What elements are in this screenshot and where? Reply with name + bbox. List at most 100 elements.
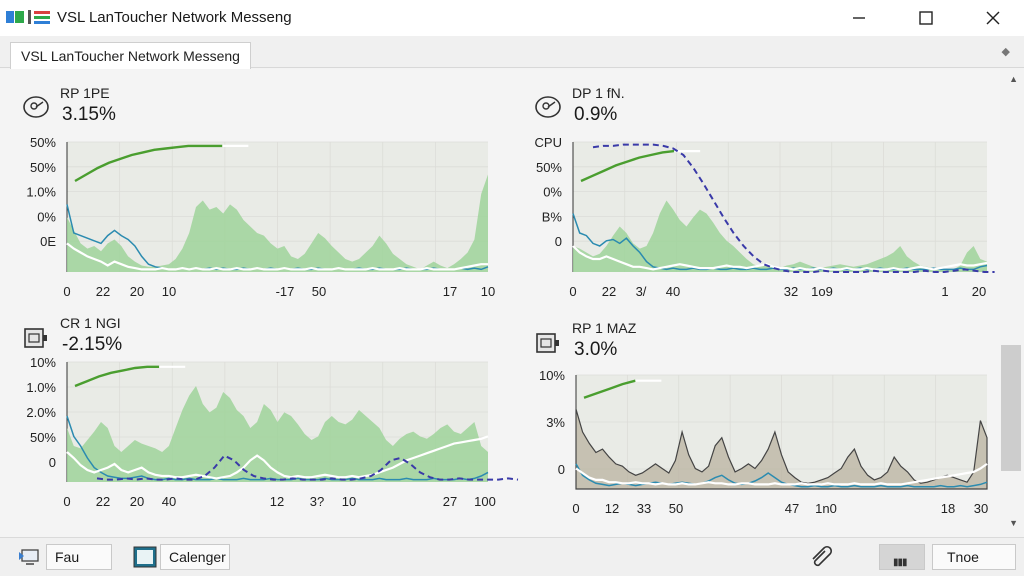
x-tick-label: 0 [63,284,70,299]
usage-chart: 10% 3% 0 0 12 33 50 47 1n0 18 30 [539,368,988,516]
x-tick-label: 0 [63,494,70,509]
status-bar: Fau Calenger ▮▮▮ Tnoe [0,537,1024,576]
minimize-icon [853,17,865,19]
dashed-line-series [96,454,519,481]
x-tick-label: 0 [572,501,579,516]
tnoe-button[interactable]: Tnoe [932,544,1016,570]
x-tick-label: 33 [637,501,651,516]
white-line-series [66,435,489,480]
y-tick-label: B% [542,209,563,224]
white-line-series [66,242,488,271]
x-tick-label: 100 [474,494,496,509]
minimize-button[interactable] [836,0,882,36]
x-tick-label: 27 [443,494,457,509]
x-tick-label: 20 [130,284,144,299]
x-tick-label: 50 [669,501,683,516]
green-line-series [74,365,160,388]
green-line-series [74,144,223,183]
panel-value: 3.0% [574,339,618,360]
panel-value: -2.15% [62,334,123,355]
tab-main[interactable]: VSL LanToucher Network Messeng [10,42,251,69]
calendar-icon [133,546,157,568]
x-tick-label: 22 [96,494,110,509]
white-line-series [575,462,988,486]
green-area-series [67,174,488,272]
x-tick-label: 0 [569,284,576,299]
x-tick-label: 10 [342,494,356,509]
x-tick-label: 3? [310,494,324,509]
panel-value: 3.15% [62,104,116,125]
panel-value: 0.9% [574,104,618,125]
scrollbar-thumb[interactable] [1001,345,1021,471]
green-line-series [583,379,636,399]
green-area-series [573,200,987,272]
white-line-series [572,245,988,271]
x-tick-label: 17 [443,284,457,299]
y-tick-label: 2.0% [26,405,56,420]
window-title: VSL LanToucher Network Messeng [57,9,292,26]
app-logo-icon [6,10,50,24]
x-tick-label: 22 [96,284,110,299]
x-tick-label: 22 [602,284,616,299]
x-tick-label: 40 [162,494,176,509]
gauge-icon [23,96,49,118]
scroll-down-icon[interactable]: ▼ [1009,518,1018,528]
x-tick-label: 10 [162,284,176,299]
tab-strip: VSL LanToucher Network Messeng ◆ [0,36,1024,69]
panel-label: RP 1PE [60,85,110,101]
y-tick-label: 0% [37,209,56,224]
x-tick-label: -17 [276,284,295,299]
x-tick-label: 47 [785,501,799,516]
gray-area-series [575,409,988,490]
green-line-series [580,149,675,183]
title-bar: VSL LanToucher Network Messeng [0,0,1024,36]
close-icon [986,11,1000,25]
y-tick-label: 50% [30,135,56,150]
paperclip-icon[interactable] [808,545,836,569]
grid-view-button[interactable]: ▮▮▮ [879,544,925,570]
x-tick-label: 12 [605,501,619,516]
close-button[interactable] [970,0,1016,36]
y-tick-label: 3% [546,415,565,430]
x-tick-label: 50 [312,284,326,299]
maximize-button[interactable] [903,0,949,36]
x-tick-label: 3/ [636,284,647,299]
y-tick-label: 0 [555,234,562,249]
drive-icon [536,333,559,353]
gauge-icon [535,96,561,118]
scroll-up-icon[interactable]: ▲ [1009,74,1018,84]
teal-line-series [572,213,988,271]
usage-chart: CPU 50% 0% B% 0 0 22 3/40 32 1o9 1 20 [535,135,995,299]
y-tick-label: 0% [543,185,562,200]
panel-label: DP 1 fN. [572,85,625,101]
green-area-series [67,386,488,482]
x-tick-label: 32 [784,284,798,299]
grid-view-icon: ▮▮▮ [893,557,907,568]
calendar-button[interactable]: Calenger [160,544,230,570]
x-tick-label: 20 [972,284,986,299]
y-tick-label: 1.0% [26,185,56,200]
y-tick-label: 50% [30,160,56,175]
y-tick-label: 10% [539,368,565,383]
usage-chart: 50% 50% 1.0% 0% 0E 0 22 20 10 -17 50 17 10 [26,135,495,299]
x-tick-label: 12 [270,494,284,509]
dashed-line-series [592,143,995,273]
y-tick-label: 0 [49,455,56,470]
panel-label: CR 1 NGI [60,315,121,331]
teal-line-series [66,415,489,481]
usage-chart: 10% 1.0% 2.0% 50% 0 0 22 20 40 12 3? 10 27 100 [26,355,519,509]
y-tick-label: 50% [30,430,56,445]
y-tick-label: 10% [30,355,56,370]
x-tick-label: 40 [666,284,680,299]
drive-icon [24,328,47,348]
tab-menu-icon[interactable]: ◆ [1001,46,1010,58]
x-tick-label: 1n0 [815,501,837,516]
monitor-icon [19,549,39,565]
y-tick-label: 1.0% [26,380,56,395]
panel-label: RP 1 MAZ [572,320,637,336]
x-tick-label: 20 [130,494,144,509]
y-tick-label: CPU [535,135,562,150]
fau-button[interactable]: Fau [46,544,112,570]
y-tick-label: 50% [536,160,562,175]
x-tick-label: 1o9 [811,284,833,299]
